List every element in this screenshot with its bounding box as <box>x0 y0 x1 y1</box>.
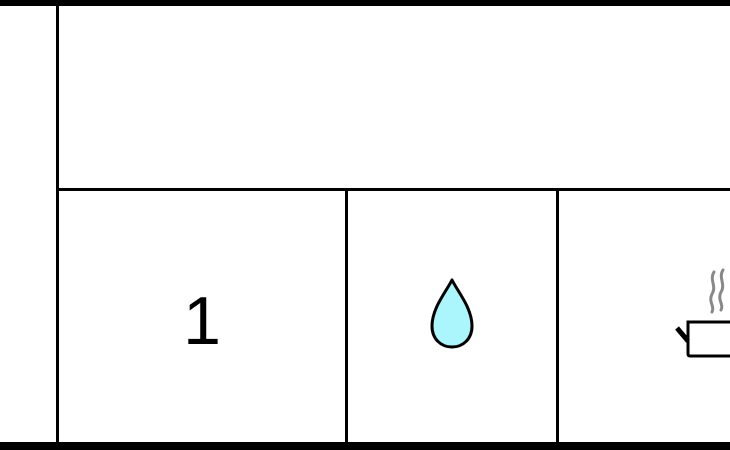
steaming-pot-icon[interactable] <box>660 260 730 370</box>
cell-divider-2 <box>556 188 559 448</box>
number-cell[interactable]: 1 <box>183 282 221 359</box>
top-border <box>0 0 730 6</box>
left-divider <box>56 0 59 450</box>
cell-divider-1 <box>345 188 348 448</box>
row-divider <box>56 188 730 191</box>
water-drop-icon[interactable] <box>420 270 484 360</box>
bottom-border <box>0 442 730 450</box>
